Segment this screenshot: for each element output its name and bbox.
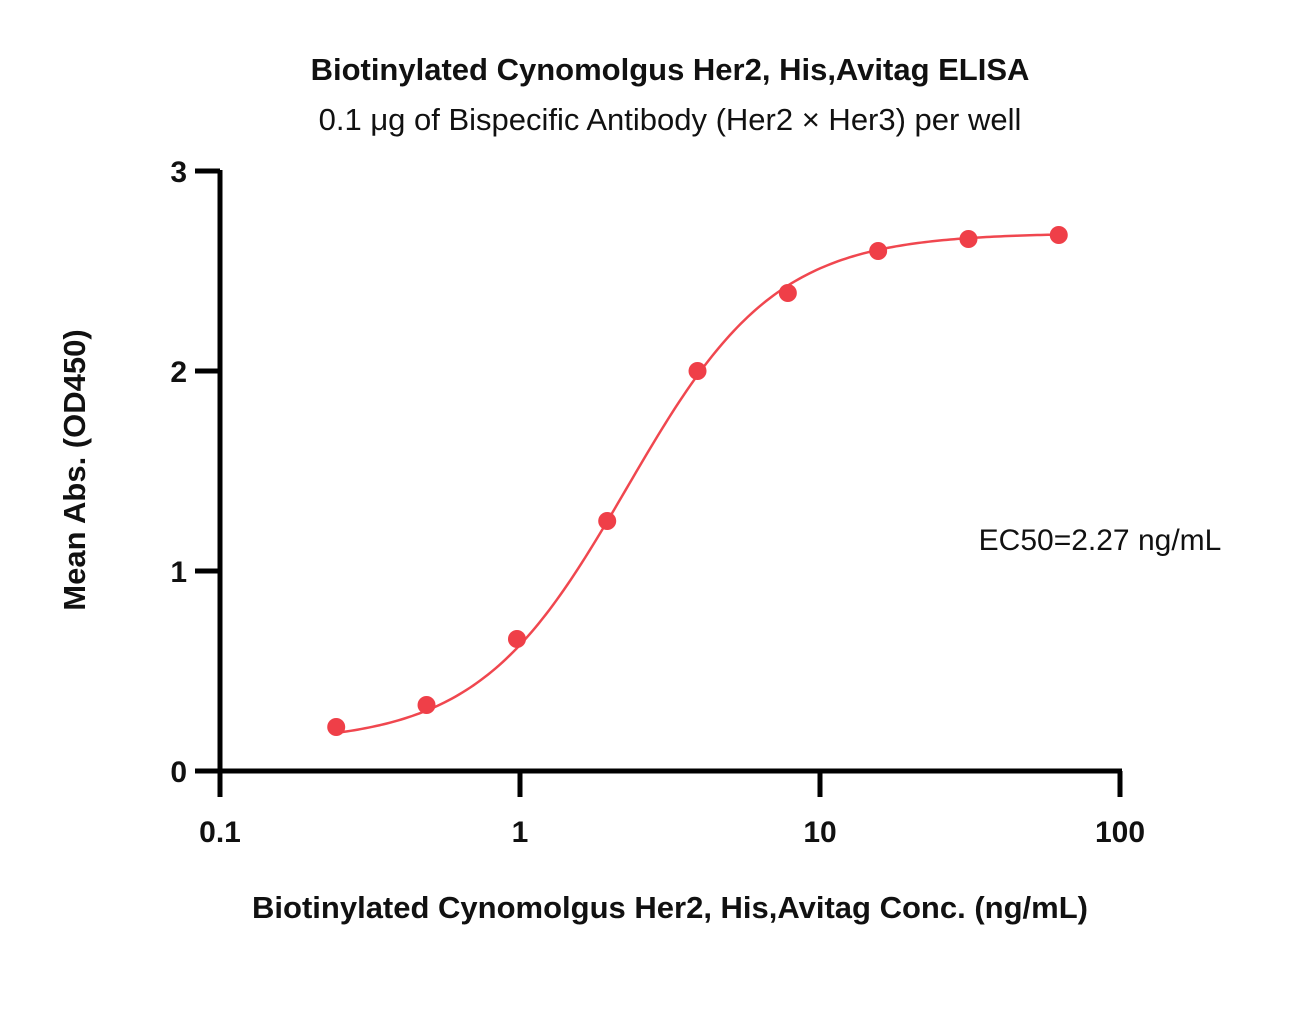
data-points (327, 226, 1068, 736)
chart-title: Biotinylated Cynomolgus Her2, His,Avitag… (311, 52, 1030, 87)
y-tick-label: 0 (170, 756, 187, 789)
data-point (778, 284, 797, 302)
x-tick-label: 10 (803, 816, 836, 849)
data-point (327, 718, 346, 736)
ec50-annotation: EC50=2.27 ng/mL (979, 524, 1222, 557)
y-axis-ticks: 0 1 2 3 (170, 156, 220, 789)
x-axis-label: Biotinylated Cynomolgus Her2, His,Avitag… (252, 890, 1088, 925)
data-point (1049, 226, 1068, 244)
data-point (869, 242, 888, 260)
y-tick-label: 3 (170, 156, 187, 189)
data-point (688, 362, 707, 380)
y-tick-label: 1 (170, 556, 187, 589)
x-tick-label: 100 (1095, 816, 1145, 849)
data-point (598, 512, 617, 530)
x-tick-label: 1 (512, 816, 529, 849)
data-point (417, 696, 436, 714)
data-point (507, 630, 526, 648)
x-tick-label: 0.1 (199, 816, 241, 849)
y-axis-label: Mean Abs. (OD450) (57, 329, 92, 610)
chart-subtitle: 0.1 μg of Bispecific Antibody (Her2 × He… (319, 102, 1022, 137)
x-axis-ticks: 0.1 1 10 100 (199, 771, 1145, 849)
data-point (959, 230, 978, 248)
y-tick-label: 2 (170, 356, 187, 389)
fit-curve (336, 233, 1059, 735)
